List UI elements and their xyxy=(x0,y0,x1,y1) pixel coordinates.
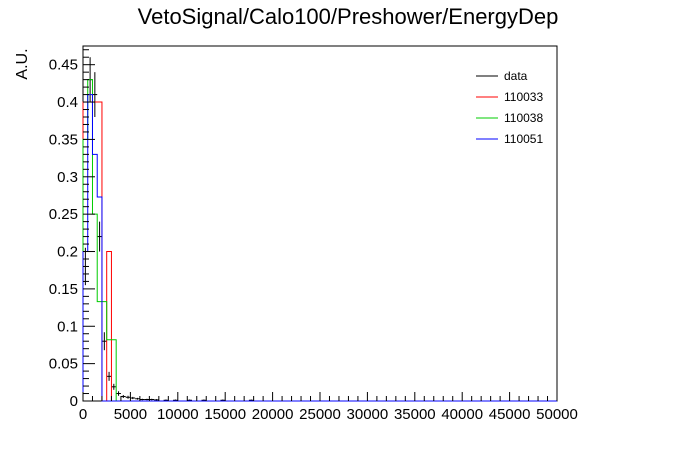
legend-label: 110051 xyxy=(504,132,543,146)
y-tick-label: 0.45 xyxy=(49,57,78,74)
x-tick-label: 30000 xyxy=(347,406,389,423)
y-tick-label: 0.1 xyxy=(57,318,78,335)
legend-label: data xyxy=(504,69,528,83)
x-tick-label: 45000 xyxy=(489,406,531,423)
data-point xyxy=(139,398,145,401)
legend-label: 110038 xyxy=(504,111,543,125)
data-point xyxy=(154,399,159,401)
y-axis-label: A.U. xyxy=(14,48,31,79)
x-tick-label: 50000 xyxy=(536,406,578,423)
data-point xyxy=(149,398,155,401)
y-tick-label: 0.25 xyxy=(49,206,78,223)
x-tick-label: 20000 xyxy=(252,406,294,423)
x-tick-label: 40000 xyxy=(441,406,483,423)
data-point xyxy=(120,395,126,399)
data-point xyxy=(101,332,107,351)
y-tick-label: 0.3 xyxy=(57,169,78,186)
axes-layer: 0 5000 10000 15000 20000 25000 30000 35000 40000… xyxy=(49,49,578,423)
series-110051-histogram xyxy=(82,94,557,402)
plot-frame xyxy=(82,45,558,402)
series-110033-histogram xyxy=(82,101,557,402)
data-point xyxy=(125,395,131,399)
series-layer xyxy=(82,57,557,402)
legend: data 110033 110038 110051 xyxy=(476,69,543,146)
x-tick-label: 0 xyxy=(79,406,87,423)
data-point xyxy=(92,72,98,117)
x-tick-label: 5000 xyxy=(114,406,147,423)
chart-title: VetoSignal/Calo100/Preshower/EnergyDep xyxy=(138,4,559,29)
y-tick-label: 0.05 xyxy=(49,356,78,373)
series-110038-histogram xyxy=(82,79,557,402)
data-point xyxy=(135,397,140,400)
x-tick-label: 10000 xyxy=(157,406,199,423)
data-point xyxy=(97,221,102,252)
y-tick-label: 0.4 xyxy=(57,94,78,111)
y-tick-label: 0.2 xyxy=(57,244,78,261)
data-point xyxy=(130,396,136,400)
data-point xyxy=(144,398,150,401)
x-tick-label: 35000 xyxy=(394,406,436,423)
data-point xyxy=(111,383,117,390)
data-point xyxy=(116,391,121,396)
y-tick-label: 0.15 xyxy=(49,281,78,298)
data-point xyxy=(106,371,112,381)
y-tick-label: 0.35 xyxy=(49,131,78,148)
x-tick-label: 25000 xyxy=(299,406,341,423)
y-tick-label: 0 xyxy=(70,393,78,410)
legend-label: 110033 xyxy=(504,90,543,104)
x-tick-label: 15000 xyxy=(204,406,246,423)
